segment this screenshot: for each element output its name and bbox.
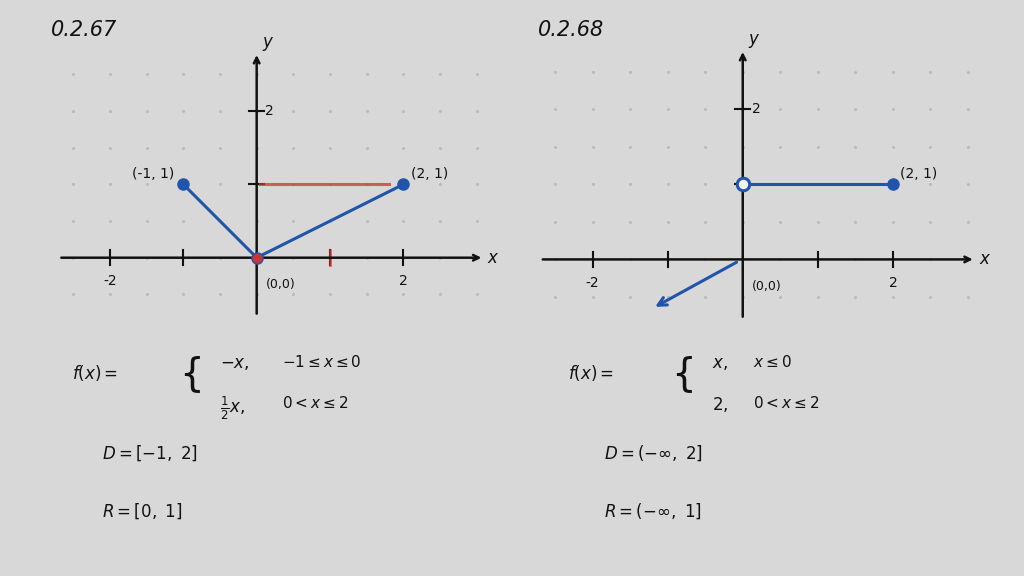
Text: -2: -2 xyxy=(103,274,117,288)
Text: x: x xyxy=(487,249,498,267)
Text: $x \leq 0$: $x \leq 0$ xyxy=(753,354,792,370)
Text: (2, 1): (2, 1) xyxy=(411,166,449,181)
Text: $x,$: $x,$ xyxy=(712,354,728,372)
Text: (0,0): (0,0) xyxy=(265,278,295,291)
Text: (2, 1): (2, 1) xyxy=(900,166,938,180)
Text: $\{$: $\{$ xyxy=(179,354,201,395)
Text: -2: -2 xyxy=(586,276,599,290)
Text: $0 < x \leq 2$: $0 < x \leq 2$ xyxy=(282,395,348,411)
Text: $-1 \leq x \leq 0$: $-1 \leq x \leq 0$ xyxy=(282,354,361,370)
Text: y: y xyxy=(749,29,759,48)
Text: x: x xyxy=(979,251,989,268)
Text: $f(x) =$: $f(x) =$ xyxy=(72,363,118,383)
Text: $0 < x \leq 2$: $0 < x \leq 2$ xyxy=(753,395,819,411)
Text: $D = [-1,\ 2]$: $D = [-1,\ 2]$ xyxy=(102,444,199,463)
Text: $R = [0,\ 1]$: $R = [0,\ 1]$ xyxy=(102,501,183,521)
Text: $\frac{1}{2}x,$: $\frac{1}{2}x,$ xyxy=(220,395,245,422)
Text: 2: 2 xyxy=(752,102,761,116)
Text: 2: 2 xyxy=(889,276,897,290)
Text: $2,$: $2,$ xyxy=(712,395,728,414)
Text: 2: 2 xyxy=(399,274,408,288)
Text: $R = (-\infty,\ 1]$: $R = (-\infty,\ 1]$ xyxy=(604,501,702,521)
Text: $f(x) =$: $f(x) =$ xyxy=(568,363,614,383)
Text: 0.2.68: 0.2.68 xyxy=(538,20,604,40)
Text: (-1, 1): (-1, 1) xyxy=(132,166,174,181)
Text: (0,0): (0,0) xyxy=(752,281,781,293)
Text: $\{$: $\{$ xyxy=(671,354,692,395)
Text: $-x,$: $-x,$ xyxy=(220,354,250,372)
Text: y: y xyxy=(262,33,272,51)
Text: 2: 2 xyxy=(265,104,274,118)
Text: 0.2.67: 0.2.67 xyxy=(51,20,118,40)
Text: $D = (-\infty,\ 2]$: $D = (-\infty,\ 2]$ xyxy=(604,444,703,463)
